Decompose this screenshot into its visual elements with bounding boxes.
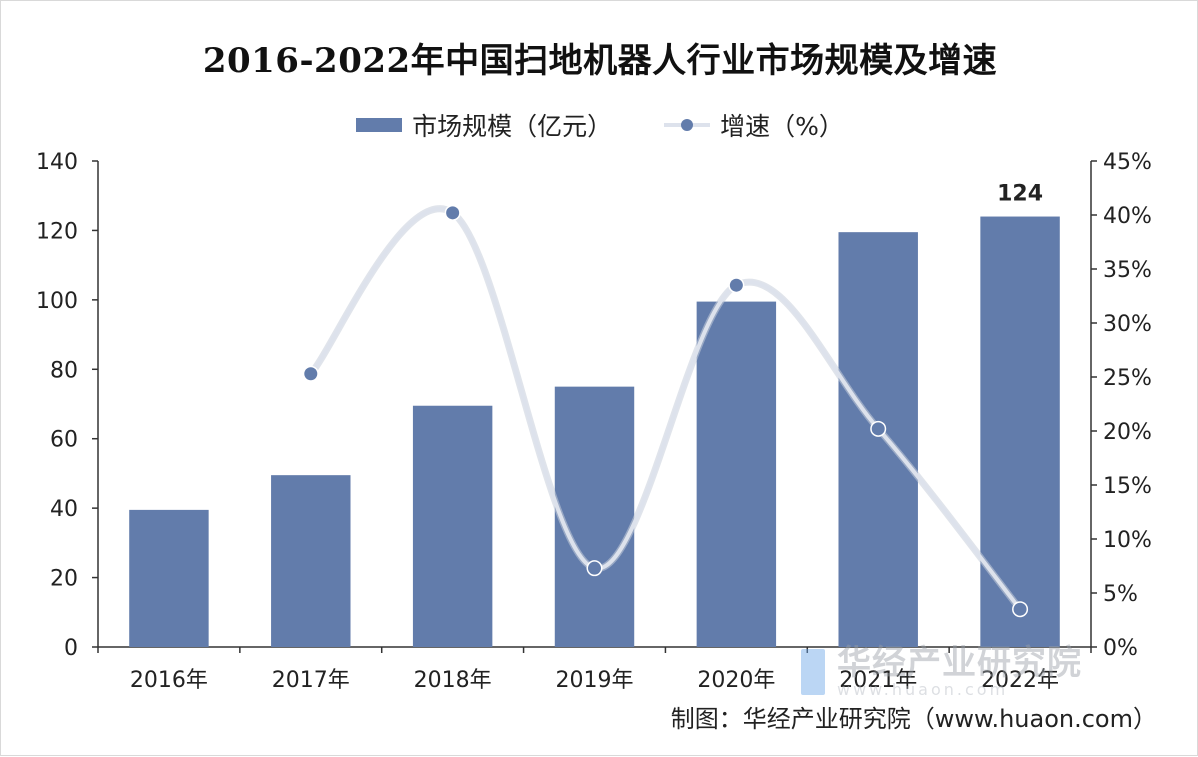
bar-market-size: [696, 301, 777, 647]
left-axis-tick-label: 60: [50, 428, 78, 453]
legend-item-bar: 市场规模（亿元）: [356, 107, 612, 143]
right-axis-tick-label: 30%: [1103, 312, 1152, 337]
growth-marker: [588, 561, 601, 575]
right-axis-tick-label: 15%: [1103, 474, 1152, 499]
legend-label-line: 增速（%）: [720, 112, 844, 141]
right-axis-tick-label: 0%: [1103, 636, 1138, 661]
left-axis-tick-label: 40: [50, 497, 78, 522]
right-axis-tick-label: 10%: [1103, 528, 1152, 553]
bar-market-size: [412, 405, 493, 647]
left-axis-tick-label: 100: [36, 289, 78, 314]
growth-marker: [446, 206, 460, 220]
growth-marker: [304, 367, 318, 381]
legend-item-line: 增速（%）: [664, 107, 844, 143]
source-note: 制图：华经产业研究院（www.huaon.com）: [670, 705, 1157, 733]
x-axis-tick-label: 2021年: [839, 668, 917, 693]
growth-marker: [729, 278, 743, 292]
right-axis-tick-label: 25%: [1103, 366, 1152, 391]
left-axis-tick-label: 140: [36, 150, 78, 175]
x-axis-tick-label: 2020年: [697, 668, 775, 693]
right-axis-tick-label: 5%: [1103, 582, 1138, 607]
growth-marker: [1013, 602, 1027, 616]
bar-market-size: [554, 386, 635, 647]
bar-market-size: [838, 232, 918, 647]
growth-marker: [871, 422, 885, 436]
left-axis-tick-label: 120: [36, 219, 78, 244]
right-axis-tick-label: 40%: [1103, 204, 1152, 229]
left-axis-tick-label: 80: [50, 358, 78, 383]
right-axis-tick-label: 20%: [1103, 420, 1152, 445]
bar-market-size: [129, 509, 209, 647]
x-axis-tick-label: 2019年: [556, 668, 634, 693]
legend-swatch-bar: [356, 118, 403, 132]
bar-market-size: [271, 475, 351, 647]
x-axis-tick-label: 2022年: [981, 668, 1059, 693]
legend-swatch-line: [664, 118, 711, 132]
right-axis-tick-label: 45%: [1103, 150, 1152, 175]
bar-data-label: 124: [997, 182, 1043, 207]
legend-label-bar: 市场规模（亿元）: [412, 112, 613, 141]
chart-legend: 市场规模（亿元） 增速（%）: [1, 108, 1198, 142]
chart-title: 2016-2022年中国扫地机器人行业市场规模及增速: [202, 41, 998, 81]
left-axis-tick-label: 0: [64, 636, 78, 661]
right-axis-tick-label: 35%: [1103, 258, 1152, 283]
x-axis-tick-label: 2018年: [414, 668, 492, 693]
x-axis-tick-label: 2017年: [272, 668, 350, 693]
x-axis-tick-label: 2016年: [130, 668, 208, 693]
bar-market-size: [980, 216, 1060, 648]
left-axis-tick-label: 20: [50, 567, 78, 592]
